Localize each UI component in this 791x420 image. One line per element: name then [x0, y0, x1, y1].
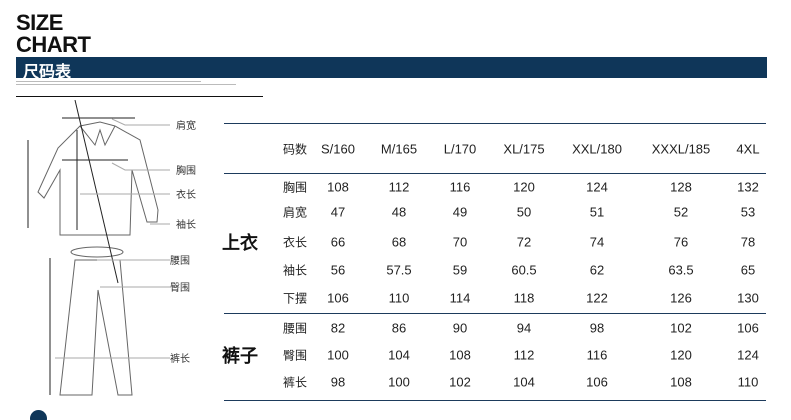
table-cell: 110	[388, 290, 410, 306]
row-label: 腰围	[282, 321, 308, 336]
table-cell: 104	[388, 347, 410, 363]
table-cell: 86	[391, 320, 407, 336]
table-cell: 102	[670, 320, 692, 336]
table-cell: 120	[513, 179, 535, 195]
table-cell: 49	[452, 204, 468, 220]
table-line	[224, 123, 766, 124]
row-label: 臀围	[282, 348, 308, 363]
table-cell: 70	[452, 234, 468, 250]
group-label: 裤子	[222, 346, 258, 366]
label-chest: 胸围	[176, 164, 196, 177]
title-size: SIZE	[16, 10, 63, 35]
table-cell: 126	[670, 290, 692, 306]
group-label: 上衣	[222, 233, 258, 253]
row-label: 下摆	[282, 291, 308, 306]
table-cell: 120	[670, 347, 692, 363]
title-chart: CHART	[16, 32, 91, 57]
table-cell: 56	[330, 262, 346, 278]
band-title: 尺码表	[23, 64, 72, 81]
table-cell: 108	[327, 179, 349, 195]
table-cell: 128	[670, 179, 692, 195]
table-cell: 124	[737, 347, 759, 363]
table-cell: 116	[449, 179, 471, 195]
table-cell: 82	[330, 320, 346, 336]
table-cell: 110	[737, 374, 759, 390]
table-cell: 94	[516, 320, 532, 336]
table-cell: 118	[513, 290, 535, 306]
table-cell: 57.5	[386, 262, 412, 278]
table-cell: 52	[673, 204, 689, 220]
table-cell: 114	[449, 290, 471, 306]
label-pants-length: 裤长	[170, 352, 190, 365]
table-cell: 124	[586, 179, 608, 195]
table-cell: 112	[513, 347, 535, 363]
row-label: 袖长	[282, 263, 308, 278]
table-cell: 74	[589, 234, 605, 250]
table-cell: 53	[740, 204, 756, 220]
table-cell: 51	[589, 204, 605, 220]
table-cell: 47	[330, 204, 346, 220]
size-header: S/160	[321, 141, 355, 157]
table-cell: 102	[449, 374, 471, 390]
table-cell: 108	[670, 374, 692, 390]
table-cell: 59	[452, 262, 468, 278]
row-label: 裤长	[282, 375, 308, 390]
table-cell: 68	[391, 234, 407, 250]
table-cell: 122	[586, 290, 608, 306]
table-cell: 130	[737, 290, 759, 306]
row-label: 肩宽	[282, 205, 308, 220]
table-cell: 112	[388, 179, 410, 195]
table-cell: 48	[391, 204, 407, 220]
size-header: XL/175	[503, 141, 545, 157]
table-cell: 78	[740, 234, 756, 250]
size-header: 4XL	[736, 141, 760, 157]
table-line	[224, 173, 766, 174]
table-cell: 104	[513, 374, 535, 390]
size-header: M/165	[380, 141, 418, 157]
table-cell: 108	[449, 347, 471, 363]
table-cell: 106	[737, 320, 759, 336]
label-waist: 腰围	[170, 255, 190, 267]
fine-print-line	[16, 84, 236, 85]
table-cell: 66	[330, 234, 346, 250]
size-header: L/170	[443, 141, 477, 157]
table-cell: 100	[327, 347, 349, 363]
table-cell: 98	[589, 320, 605, 336]
garment-illustration: 肩宽 胸围 衣长 袖长 腰围 臀围 裤长	[27, 100, 196, 396]
size-header-label: 码数	[282, 142, 308, 157]
table-cell: 65	[740, 262, 756, 278]
size-header: XXXL/185	[651, 141, 711, 157]
table-cell: 62	[589, 262, 605, 278]
label-shoulder: 肩宽	[176, 119, 196, 132]
table-cell: 100	[388, 374, 410, 390]
table-cell: 132	[737, 179, 759, 195]
title-band: 尺码表	[16, 57, 767, 81]
row-label: 胸围	[282, 180, 308, 195]
table-cell: 98	[330, 374, 346, 390]
table-cell: 63.5	[668, 262, 694, 278]
divider	[16, 96, 263, 97]
decorative-dot	[30, 410, 47, 420]
label-sleeve: 袖长	[176, 218, 196, 231]
table-cell: 72	[516, 234, 532, 250]
table-cell: 106	[586, 374, 608, 390]
table-cell: 116	[586, 347, 608, 363]
label-length: 衣长	[176, 188, 196, 201]
size-header: XXL/180	[572, 141, 622, 157]
row-label: 衣长	[282, 235, 308, 250]
table-cell: 76	[673, 234, 689, 250]
table-cell: 90	[452, 320, 468, 336]
table-line	[224, 400, 766, 401]
table-cell: 50	[516, 204, 532, 220]
fine-print-line	[16, 81, 201, 82]
table-cell: 60.5	[511, 262, 537, 278]
table-cell: 106	[327, 290, 349, 306]
table-line	[224, 313, 766, 314]
label-hip: 臀围	[170, 282, 190, 294]
